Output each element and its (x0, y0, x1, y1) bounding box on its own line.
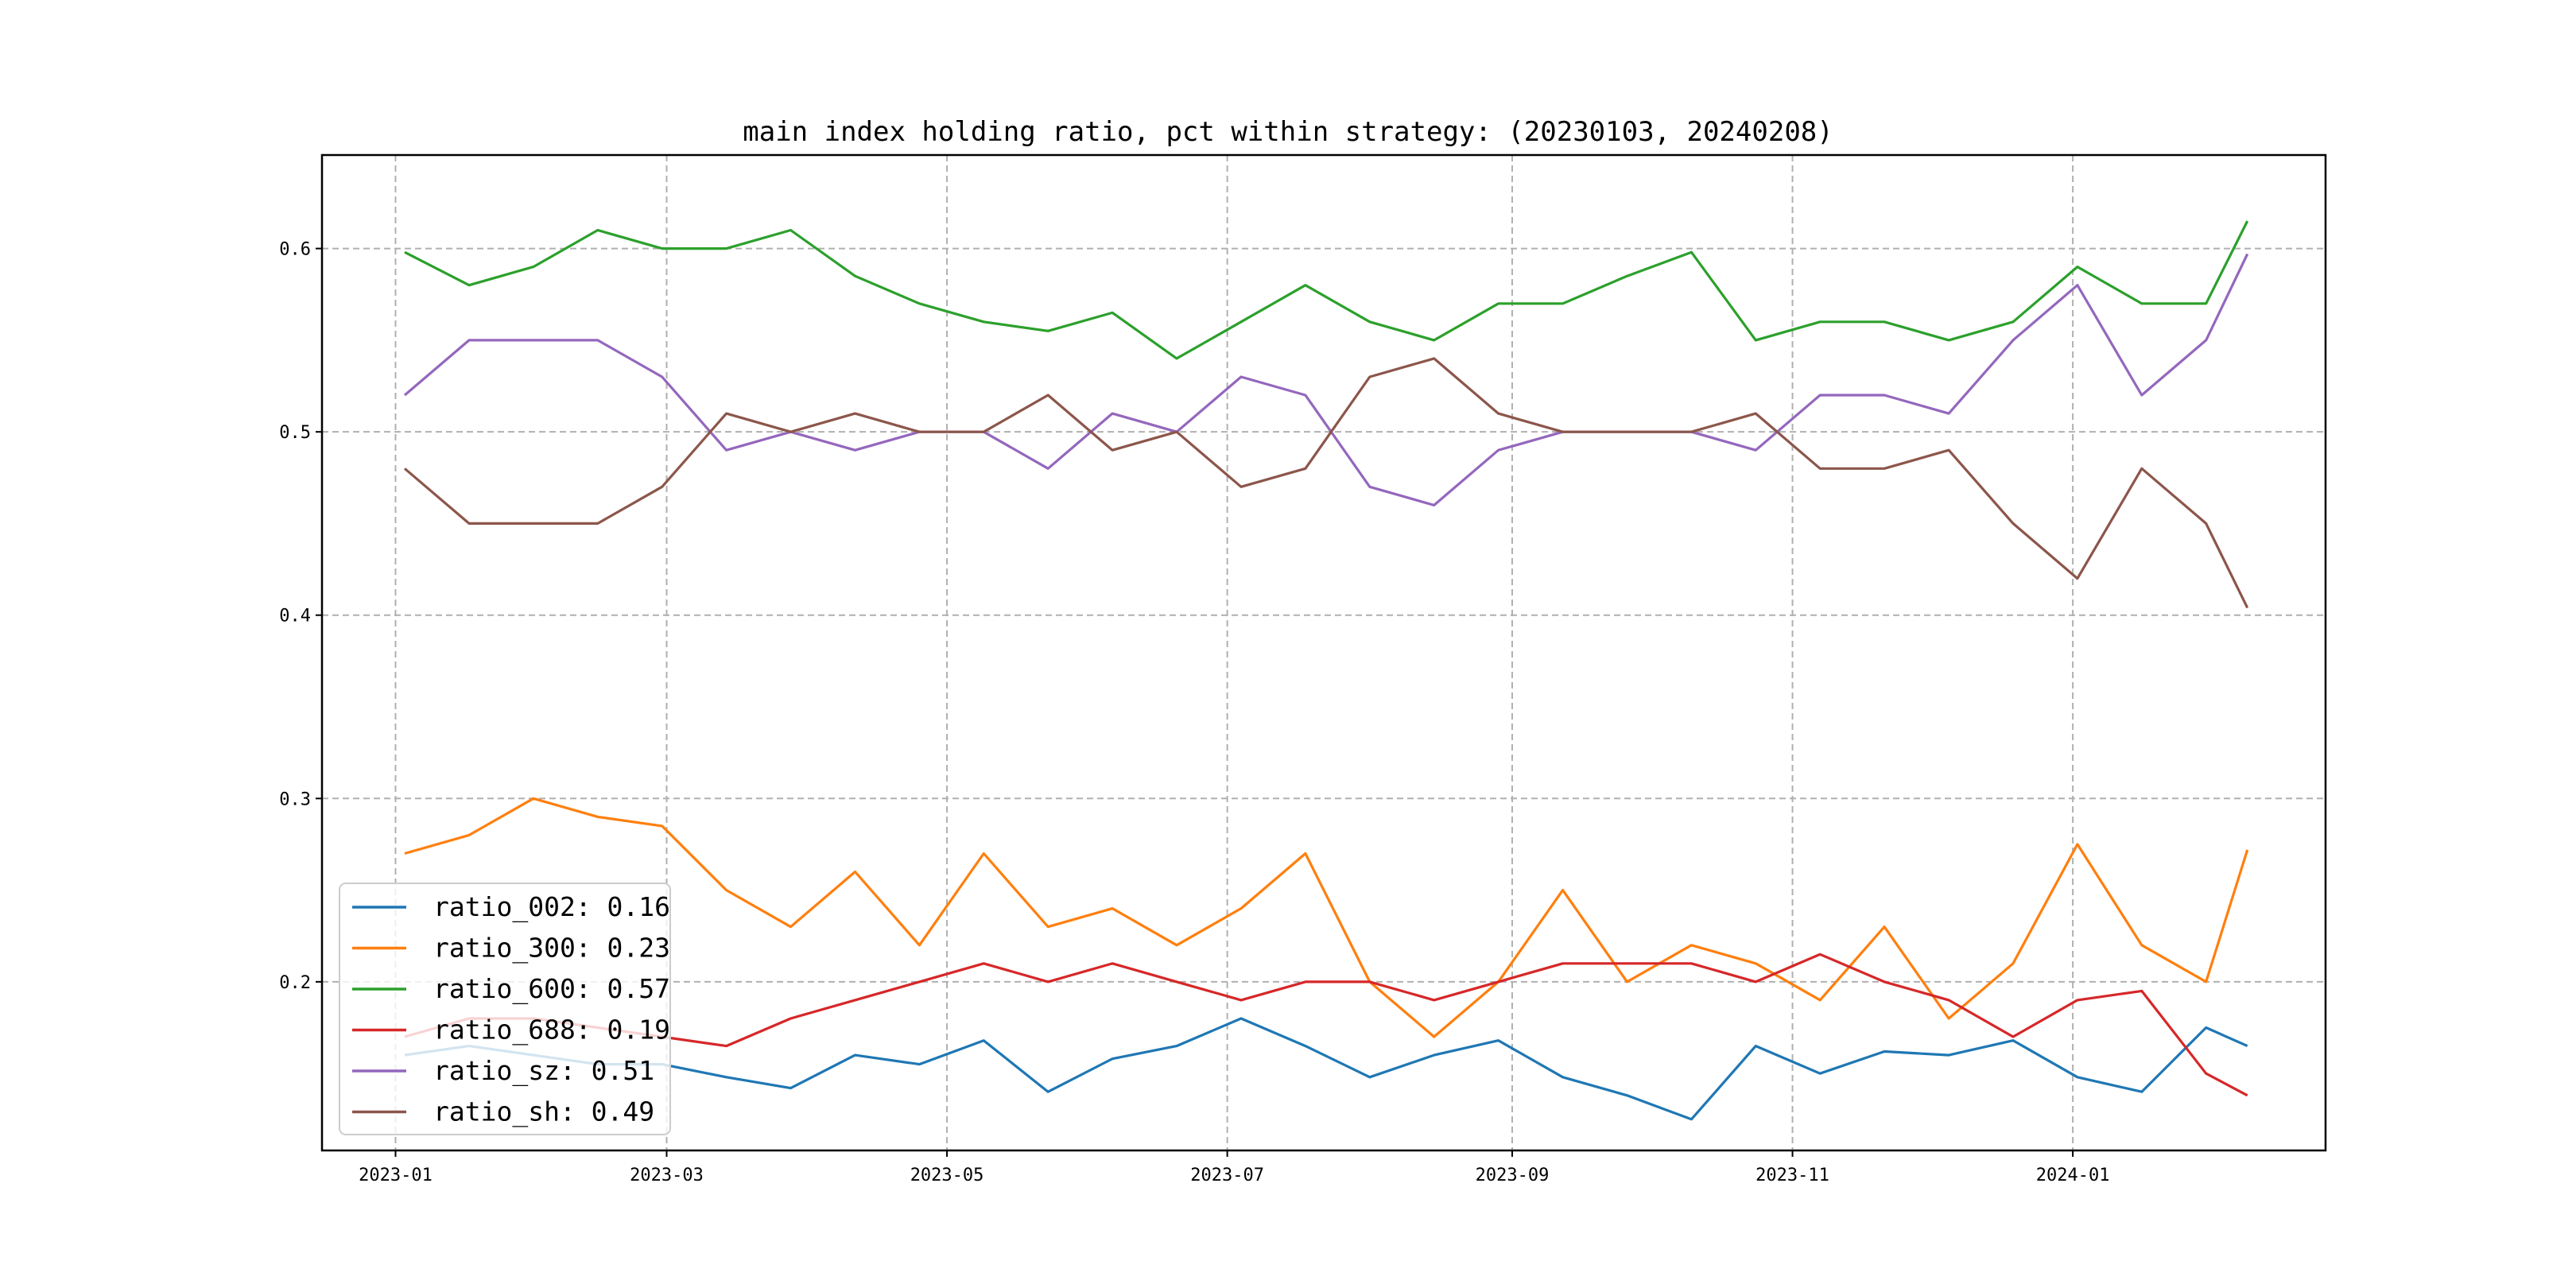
x-tick-label: 2024-01 (2036, 1166, 2110, 1185)
legend-label-ratio-600: ratio_600: 0.57 (433, 973, 670, 1005)
y-tick-label: 0.3 (279, 789, 311, 809)
chart-title: main index holding ratio, pct within str… (743, 116, 1833, 148)
legend-label-ratio-sz: ratio_sz: 0.51 (433, 1055, 654, 1087)
x-tick-label: 2023-05 (910, 1166, 984, 1185)
series-line-ratio-300 (404, 797, 2249, 1038)
series-line-ratio-002 (404, 1017, 2248, 1121)
x-axis-ticks: 2023-01 2023-03 2023-05 2023-07 2023-09 2023-… (359, 1150, 2109, 1185)
series-lines (403, 220, 2249, 1121)
series-line-ratio-600 (404, 220, 2249, 360)
legend-label-ratio-002: ratio_002: 0.16 (433, 891, 670, 923)
legend-label-ratio-300: ratio_300: 0.23 (433, 933, 670, 964)
x-tick-label: 2023-01 (359, 1166, 433, 1185)
legend-box (339, 883, 671, 1135)
y-tick-label: 0.4 (279, 607, 311, 627)
legend-label-ratio-688: ratio_688: 0.19 (433, 1014, 670, 1046)
series-line-ratio-688 (404, 952, 2248, 1097)
x-tick-label: 2023-07 (1190, 1166, 1264, 1185)
y-tick-label: 0.5 (279, 423, 311, 443)
y-axis-ticks: 0.2 0.3 0.4 0.5 0.6 (279, 240, 322, 993)
legend-label-ratio-sh: ratio_sh: 0.49 (433, 1096, 654, 1128)
x-tick-label: 2023-03 (630, 1166, 704, 1185)
legend: ratio_002: 0.16 ratio_300: 0.23 ratio_600:… (339, 883, 671, 1135)
x-tick-label: 2023-09 (1476, 1166, 1550, 1185)
y-tick-label: 0.2 (279, 973, 311, 993)
series-line-ratio-sz (403, 253, 2249, 507)
y-tick-label: 0.6 (279, 240, 311, 260)
plot-frame (320, 153, 2327, 1152)
series-line-ratio-sh (403, 357, 2249, 609)
x-tick-label: 2023-11 (1755, 1166, 1829, 1185)
